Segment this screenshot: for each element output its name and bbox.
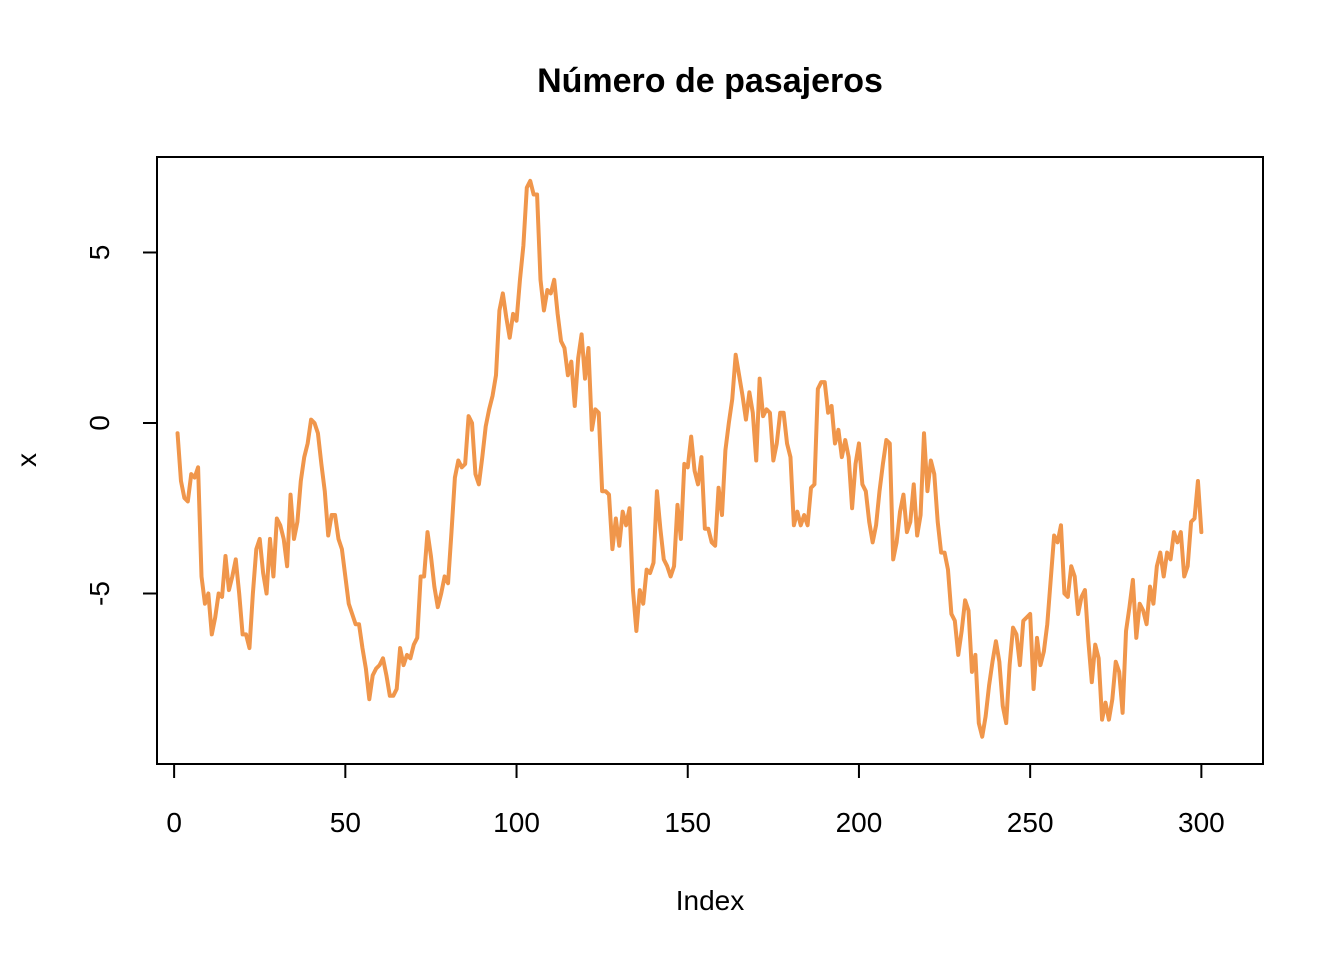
chart-title: Número de pasajeros — [537, 62, 883, 100]
y-tick-label: -5 — [84, 581, 115, 606]
x-tick-label: 50 — [330, 807, 361, 838]
x-tick-label: 150 — [664, 807, 711, 838]
y-axis-label: x — [11, 453, 42, 467]
series-line — [175, 178, 1204, 739]
x-axis: 0 50 100 150 200 250 300 — [166, 763, 1225, 838]
y-tick-label: 5 — [84, 245, 115, 261]
y-tick-label: 0 — [84, 415, 115, 431]
x-axis-label: Index — [676, 885, 745, 916]
x-tick-label: 300 — [1178, 807, 1225, 838]
x-tick-label: 200 — [836, 807, 883, 838]
y-axis: -5 0 5 — [84, 245, 158, 606]
x-tick-label: 0 — [166, 807, 182, 838]
x-tick-label: 100 — [493, 807, 540, 838]
x-tick-label: 250 — [1007, 807, 1054, 838]
